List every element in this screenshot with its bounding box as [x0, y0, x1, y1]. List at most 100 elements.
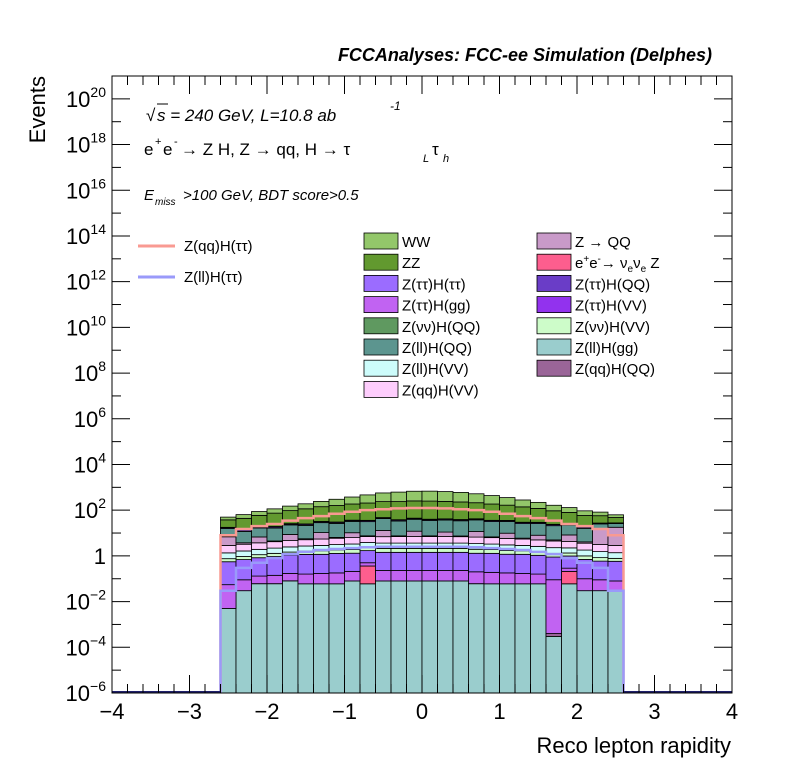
legend-swatch-z-h-qq: [536, 274, 572, 292]
bar-z-qq-16: [468, 531, 485, 538]
bar-z-ll-h-qq-23: [576, 527, 593, 543]
y-tick-label: 102: [74, 495, 106, 523]
bar-ww-16: [468, 493, 485, 504]
bar-z-h-gg-18: [499, 572, 516, 585]
legend-swatch-ww: [363, 232, 399, 250]
bar-z-ll-h-gg-9: [359, 583, 376, 694]
stacked-bars: [220, 490, 624, 694]
bar-z-h-vv-10: [375, 547, 392, 553]
legend-swatch-e-e-e-e-z: [536, 253, 572, 271]
cut-e: E: [144, 187, 155, 204]
bar-ww-24: [592, 511, 609, 517]
bar-zz-0: [220, 519, 237, 528]
bar-z-h-24: [592, 560, 609, 581]
bar-z-h-vv-23: [576, 555, 593, 560]
bar-z-qq-h-vv-14: [437, 536, 454, 544]
bar-z-ll-h-vv-5: [297, 545, 314, 552]
bar-z-h-gg-6: [313, 573, 330, 585]
process-sup1: +: [155, 136, 161, 148]
bar-zz-12: [406, 500, 423, 519]
bar-z-ll-h-gg-11: [390, 580, 407, 694]
legend-label-z-qq-h-qq: Z(qq)H(QQ): [575, 361, 655, 378]
x-tick-label: −4: [99, 699, 124, 724]
legend-swatch-z-h-vv: [536, 317, 572, 335]
bar-z-ll-h-vv-0: [220, 552, 237, 560]
bar-z-h-25: [607, 560, 624, 582]
bar-z-h-gg-2: [251, 575, 268, 585]
bar-z-ll-h-vv-23: [576, 549, 593, 557]
legend-swatch-z-qq: [536, 232, 572, 250]
bar-ww-13: [421, 490, 438, 502]
bar-zz-21: [545, 510, 562, 525]
bar-z-h-5: [297, 554, 314, 575]
bar-z-ll-h-vv-25: [607, 552, 624, 559]
bar-z-ll-h-gg-3: [266, 583, 283, 694]
bar-z-ll-h-qq-3: [266, 527, 283, 542]
series-ww: [220, 490, 624, 521]
bar-ww-6: [313, 501, 330, 508]
legend-label-z-ll-h: Z(ll)H(ττ): [184, 269, 243, 286]
bar-z-h-gg-24: [592, 579, 609, 592]
bar-z-ll-h-gg-1: [235, 590, 252, 694]
energy-text: s = 240 GeV, L=10.8 ab: [157, 106, 336, 125]
legend-swatch-z-h-gg: [363, 296, 399, 314]
bar-z-h-gg-3: [266, 574, 283, 585]
bar-z-qq-h-vv-18: [499, 537, 516, 546]
bar-ww-20: [530, 501, 547, 509]
bar-z-ll-h-qq-19: [514, 523, 531, 539]
bar-z-ll-h-qq-14: [437, 519, 454, 533]
bar-z-ll-h-vv-1: [235, 550, 252, 557]
legend-label-z-qq-h: Z(qq)H(ττ): [184, 238, 253, 255]
bar-z-ll-h-gg-2: [251, 583, 268, 694]
legend-label-zz: ZZ: [402, 255, 420, 272]
legend-swatch-zz: [363, 253, 399, 271]
bar-z-ll-h-qq-11: [390, 520, 407, 537]
bar-z-qq-h-vv-3: [266, 541, 283, 549]
bar-z-qq-h-vv-19: [514, 538, 531, 546]
annotation-energy: √ s = 240 GeV, L=10.8 ab -1: [146, 99, 401, 125]
legend-swatch-z-qq-h-qq: [536, 359, 572, 377]
bar-z-qq-h-vv-13: [421, 536, 438, 544]
bar-z-ll-h-gg-23: [576, 590, 593, 694]
bar-z-ll-h-vv-21: [545, 547, 562, 554]
bar-z-h-vv-25: [607, 557, 624, 562]
legend-label-z-ll-h-qq: Z(ll)H(QQ): [402, 340, 472, 357]
bar-z-h-16: [468, 552, 485, 573]
bar-z-ll-h-qq-5: [297, 524, 314, 540]
bar-zz-22: [561, 511, 578, 525]
bar-z-qq-24: [592, 528, 609, 545]
bar-zz-2: [251, 514, 268, 527]
y-tick-label: 10−6: [66, 678, 107, 706]
bar-z-h-gg-7: [328, 572, 345, 585]
bar-z-h-vv-17: [483, 549, 500, 554]
bar-z-h-vv-16: [468, 548, 485, 554]
bar-z-ll-h-qq-17: [483, 521, 500, 538]
bar-z-qq-h-vv-25: [607, 544, 624, 554]
bar-z-ll-h-vv-2: [251, 548, 268, 556]
bar-z-h-gg-20: [530, 573, 547, 585]
y-tick-label: 1020: [66, 84, 106, 112]
process-sup2: -: [174, 136, 178, 148]
bar-z-ll-h-qq-15: [452, 520, 469, 537]
bar-zz-24: [592, 515, 609, 524]
cut-sub: miss: [155, 197, 176, 208]
x-tick-label: −3: [177, 699, 202, 724]
bar-z-h-0: [220, 561, 237, 586]
cut-rest: >100 GeV, BDT score>0.5: [183, 187, 359, 204]
bar-ww-2: [251, 511, 268, 516]
bar-z-qq-2: [251, 536, 268, 544]
bar-z-qq-h-vv-7: [328, 537, 345, 545]
bar-z-h-vv-2: [251, 554, 268, 559]
bar-z-h-gg-9: [359, 562, 376, 567]
bar-ww-19: [514, 499, 531, 508]
y-tick-label: 1014: [66, 221, 106, 249]
bar-z-h-gg-14: [437, 570, 454, 582]
legend-label-z-ll-h-vv: Z(ll)H(VV): [402, 361, 469, 378]
bar-z-ll-h-gg-17: [483, 583, 500, 694]
bar-z-h-2: [251, 557, 268, 577]
process-e2: e: [163, 140, 172, 159]
bar-ww-12: [406, 490, 423, 502]
bar-z-h-11: [390, 551, 407, 571]
annotation-process: e + e - → Z H, Z → qq, H → τ L τ h: [144, 136, 449, 165]
x-tick-label: 0: [416, 699, 428, 724]
